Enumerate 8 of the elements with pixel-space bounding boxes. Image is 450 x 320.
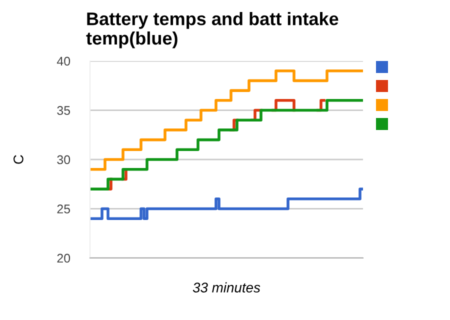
y-tick-label: 40 [56, 56, 70, 66]
y-tick-label: 20 [57, 254, 70, 263]
y-axis-title: C [14, 155, 24, 164]
y-tick-label: 35 [57, 106, 70, 115]
chart-title: Battery temps and batt intake temp(blue) [86, 12, 338, 48]
y-tick-label: 25 [57, 204, 70, 214]
y-tick-label: 30 [57, 155, 70, 164]
x-axis-title: 33 minutes [192, 282, 260, 293]
